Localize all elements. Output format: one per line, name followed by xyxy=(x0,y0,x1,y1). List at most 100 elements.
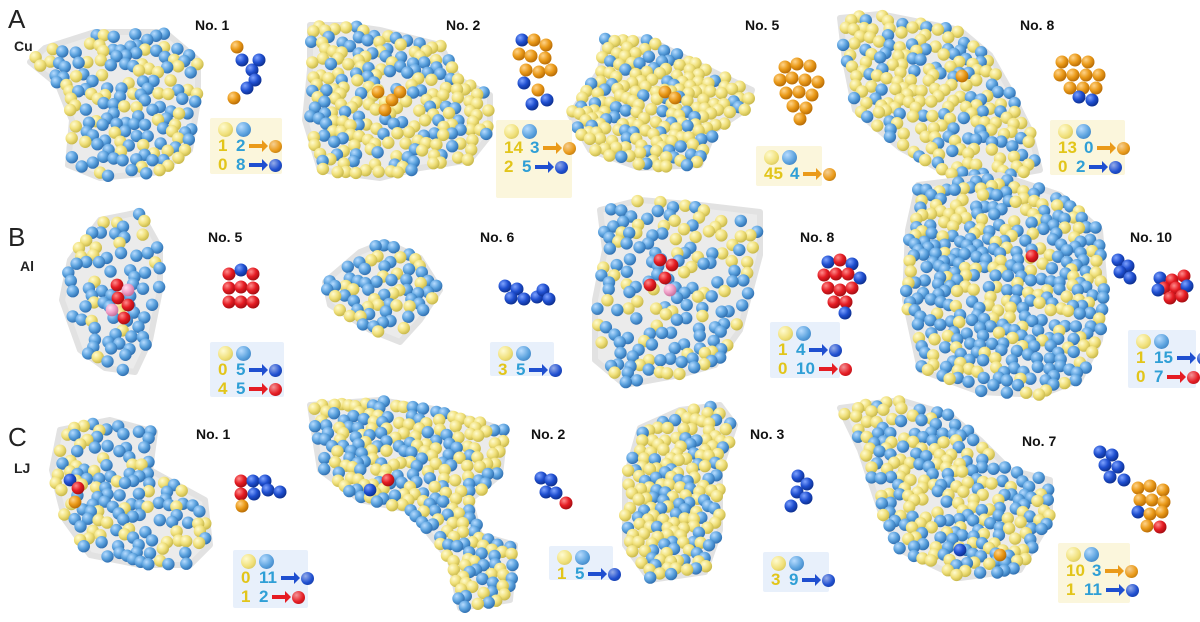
blue-count: 5 xyxy=(575,564,585,583)
b5-atom xyxy=(139,338,152,351)
a1-motif-atom xyxy=(230,40,244,54)
c1-atom xyxy=(138,441,151,454)
b5-core-atom xyxy=(105,303,119,317)
c3-atom xyxy=(661,421,674,435)
blue-target-icon xyxy=(829,343,843,357)
b10-atom xyxy=(1025,216,1038,229)
a8-atom xyxy=(946,144,959,158)
blue-count: 3 xyxy=(1092,561,1102,580)
blue-atom-icon xyxy=(575,550,590,565)
c2-atom xyxy=(318,451,331,465)
blue-count: 9 xyxy=(789,570,799,589)
b10-atom xyxy=(989,269,1002,282)
c7-atom xyxy=(1002,522,1016,535)
c1-atom xyxy=(101,439,114,453)
b8-atom xyxy=(608,366,621,379)
a1-atom xyxy=(96,118,109,131)
a2-atom xyxy=(373,35,386,49)
a8-atom xyxy=(925,95,938,108)
b10b-motif-atom xyxy=(1151,283,1165,297)
c7a-motif-atom xyxy=(1111,460,1125,474)
b5-motif-atom xyxy=(246,281,260,295)
a2-atom xyxy=(445,61,459,74)
a2-atom xyxy=(382,136,395,149)
a2-motif-atom xyxy=(519,63,533,77)
b8-atom xyxy=(716,247,729,260)
c7b-motif-atom xyxy=(1133,493,1147,507)
a2-atom xyxy=(434,67,447,81)
c1-motif-atom xyxy=(261,483,275,497)
a8-atom xyxy=(881,29,895,42)
arrow-icon xyxy=(1167,371,1187,383)
b8-atom xyxy=(649,302,663,315)
arrow-icon xyxy=(809,344,829,356)
c7-atom xyxy=(950,568,963,582)
b10-atom xyxy=(1035,313,1048,327)
a1-atom xyxy=(107,98,120,111)
a8-motif-atom xyxy=(1081,55,1095,69)
a2-atom xyxy=(442,106,456,120)
b8-motif-atom xyxy=(817,268,831,282)
b6-motif-atom xyxy=(498,279,512,293)
yellow-atom-icon xyxy=(498,346,513,361)
yellow-count: 13 xyxy=(1058,138,1077,157)
a5-motif-atom xyxy=(792,85,806,99)
b10-atom xyxy=(924,293,938,306)
blue-atom-icon xyxy=(522,124,537,139)
b8-atom xyxy=(696,309,709,323)
a1-atom xyxy=(91,138,104,151)
c3-atom xyxy=(644,571,657,584)
c7-atom xyxy=(956,529,969,542)
a2-atom xyxy=(451,73,465,86)
b8-atom xyxy=(744,229,757,242)
b6-atom xyxy=(379,305,393,318)
c7-atom xyxy=(893,542,906,555)
c2-atom xyxy=(450,539,464,553)
b8-atom xyxy=(737,274,750,287)
b10-atom xyxy=(1036,257,1049,270)
blue-target-icon xyxy=(300,571,314,585)
a8-atom xyxy=(919,130,932,143)
blue-target-icon xyxy=(1196,351,1200,365)
blue-count: 3 xyxy=(530,138,540,157)
c1-core-atom xyxy=(63,473,77,487)
c7-atom xyxy=(926,467,939,481)
b8-atom xyxy=(733,243,746,257)
blue-target-icon xyxy=(608,567,622,581)
c7-atom xyxy=(917,431,930,444)
c7-atom xyxy=(895,402,908,415)
c1-core-atom xyxy=(71,481,85,495)
yellow-atom-icon xyxy=(557,550,572,565)
red-target-icon xyxy=(292,590,306,604)
b10-atom xyxy=(1000,374,1013,387)
red-target-icon xyxy=(269,382,283,396)
b10-atom xyxy=(1026,314,1039,328)
c1-atom xyxy=(90,430,104,444)
b6-atom xyxy=(347,283,360,296)
a8-atom xyxy=(896,138,910,152)
c1-atom xyxy=(77,540,91,553)
c2-atom xyxy=(447,563,460,576)
a5-atom xyxy=(680,158,694,172)
c7-atom xyxy=(948,418,962,432)
b6-atom xyxy=(341,260,354,273)
b10-atom xyxy=(925,188,938,202)
panel-label-c7: No. 7 xyxy=(1022,433,1057,449)
b10-atom xyxy=(917,248,930,261)
a8-atom xyxy=(883,130,897,143)
b10-atom xyxy=(946,220,960,233)
c2-atom xyxy=(461,459,474,473)
a5-atom xyxy=(718,71,732,84)
a8-atom xyxy=(927,122,941,135)
b10-atom xyxy=(1033,296,1046,309)
a8-atom xyxy=(845,60,859,73)
c7-atom xyxy=(873,445,886,458)
b10-atom xyxy=(1069,320,1083,333)
row-letter-a: A xyxy=(8,4,26,34)
yellow-count: 3 xyxy=(498,360,508,379)
a8-atom xyxy=(979,65,993,78)
a2-atom xyxy=(451,151,465,164)
c2-atom xyxy=(506,558,519,572)
c3-atom xyxy=(668,413,682,427)
a1-atom xyxy=(130,46,143,60)
